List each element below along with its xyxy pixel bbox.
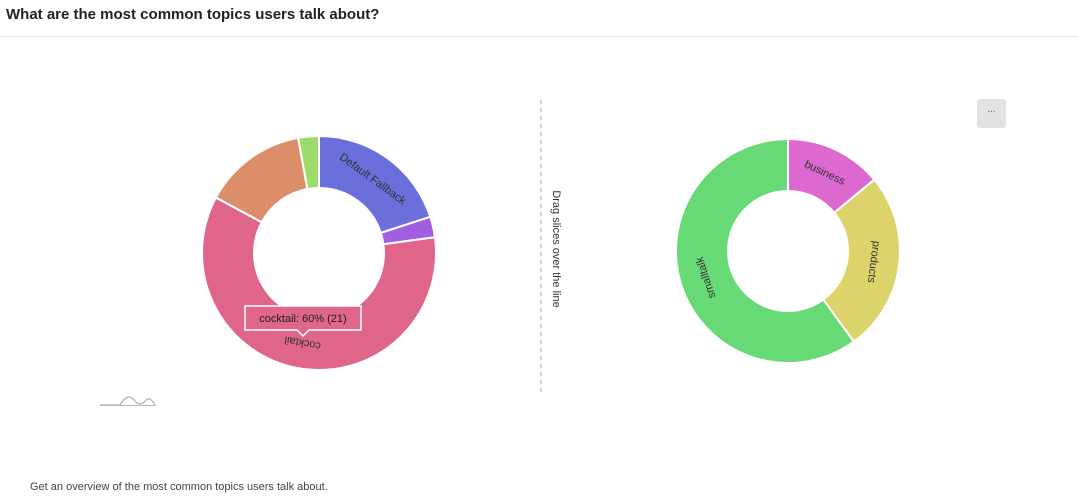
footer-text: Get an overview of the most common topic… — [30, 481, 328, 493]
slice — [822, 178, 901, 343]
slice — [675, 138, 855, 364]
sparkline-icon — [100, 396, 156, 406]
tooltip-text: cocktail: 60% (21) — [259, 313, 346, 325]
tooltip-box — [244, 305, 362, 338]
drop-line-label: Drag slices over the line — [550, 190, 562, 307]
widget-title: What are the most common topics users ta… — [6, 6, 380, 23]
slice — [297, 135, 320, 191]
header-divider — [0, 36, 1078, 37]
menu-button[interactable]: ... — [977, 99, 1006, 128]
slice-label: products — [865, 240, 882, 284]
